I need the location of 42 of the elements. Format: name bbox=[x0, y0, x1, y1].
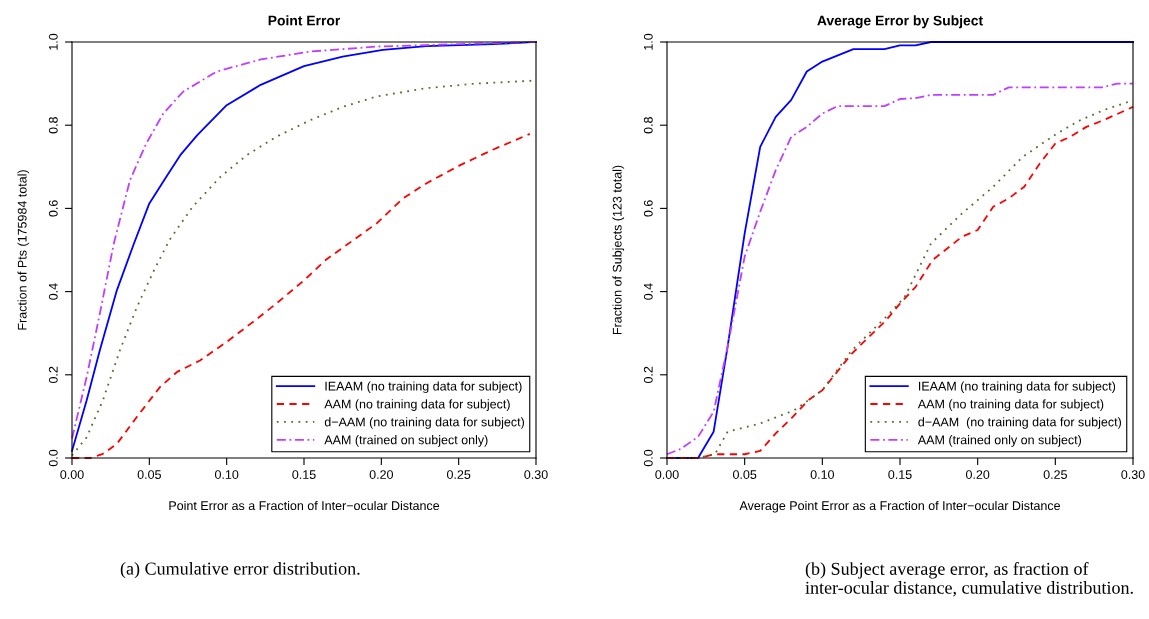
x-tick-label: 0.15 bbox=[888, 470, 912, 479]
y-tick-label: 0.6 bbox=[48, 200, 58, 217]
y-tick-label: 0.2 bbox=[643, 366, 653, 383]
x-axis-title: Average Point Error as a Fraction of Inter−ocular Distance bbox=[739, 500, 1061, 513]
x-tick-label: 0.30 bbox=[524, 470, 548, 479]
x-tick-label: 0.10 bbox=[810, 470, 835, 479]
y-axis-title: Fraction of Pts (175984 total) bbox=[17, 170, 30, 330]
legend-label: AAM (no training data for subject) bbox=[917, 399, 1104, 411]
y-tick-label: 0.8 bbox=[48, 117, 58, 134]
legend-label: IEAAM (no training data for subject) bbox=[325, 381, 522, 394]
text: (a) Cumulative error distribution. bbox=[120, 562, 360, 579]
x-tick-label: 0.05 bbox=[137, 470, 161, 479]
y-axis-title: Fraction of Subjects (123 total) bbox=[612, 165, 625, 335]
legend-label: d−AAM (no training data for subject) bbox=[918, 417, 1121, 429]
y-tick-label: 1.0 bbox=[643, 33, 653, 50]
x-tick-label: 0.20 bbox=[369, 470, 394, 479]
legend-label: AAM (trained on subject only) bbox=[324, 435, 488, 447]
x-tick-label: 0.20 bbox=[965, 470, 990, 479]
chart-title: Average Error by Subject bbox=[817, 15, 983, 29]
chart-title: Point Error bbox=[268, 15, 341, 26]
x-tick-label: 0.10 bbox=[214, 470, 239, 479]
y-tick-label: 0.0 bbox=[48, 449, 58, 467]
y-tick-label: 0.4 bbox=[643, 283, 653, 300]
y-tick-label: 0.0 bbox=[643, 449, 653, 467]
y-tick-label: 0.6 bbox=[643, 200, 653, 217]
x-axis-title: Point Error as a Fraction of Inter−ocular Distance bbox=[169, 500, 440, 511]
legend-label: AAM (trained only on subject) bbox=[917, 435, 1082, 447]
x-tick-label: 0.25 bbox=[1043, 470, 1067, 479]
y-tick-label: 0.2 bbox=[48, 366, 58, 383]
legend-label: AAM (no training data for subject) bbox=[324, 399, 510, 411]
legend-label: IEAAM (no training data for subject) bbox=[918, 381, 1116, 394]
y-tick-label: 0.8 bbox=[643, 117, 653, 134]
text: (b) Subject average error, as fraction of inter-ocular distance, cumulative distribution. bbox=[805, 562, 1133, 597]
legend-label: d−AAM (no training data for subject) bbox=[324, 417, 524, 429]
x-tick-label: 0.00 bbox=[655, 470, 679, 479]
y-tick-label: 1.0 bbox=[48, 33, 58, 50]
x-tick-label: 0.00 bbox=[60, 470, 84, 479]
x-tick-label: 0.25 bbox=[446, 470, 471, 479]
x-tick-label: 0.15 bbox=[292, 470, 316, 479]
x-tick-label: 0.05 bbox=[732, 470, 757, 479]
y-tick-label: 0.4 bbox=[48, 283, 58, 300]
x-tick-label: 0.30 bbox=[1121, 470, 1145, 479]
